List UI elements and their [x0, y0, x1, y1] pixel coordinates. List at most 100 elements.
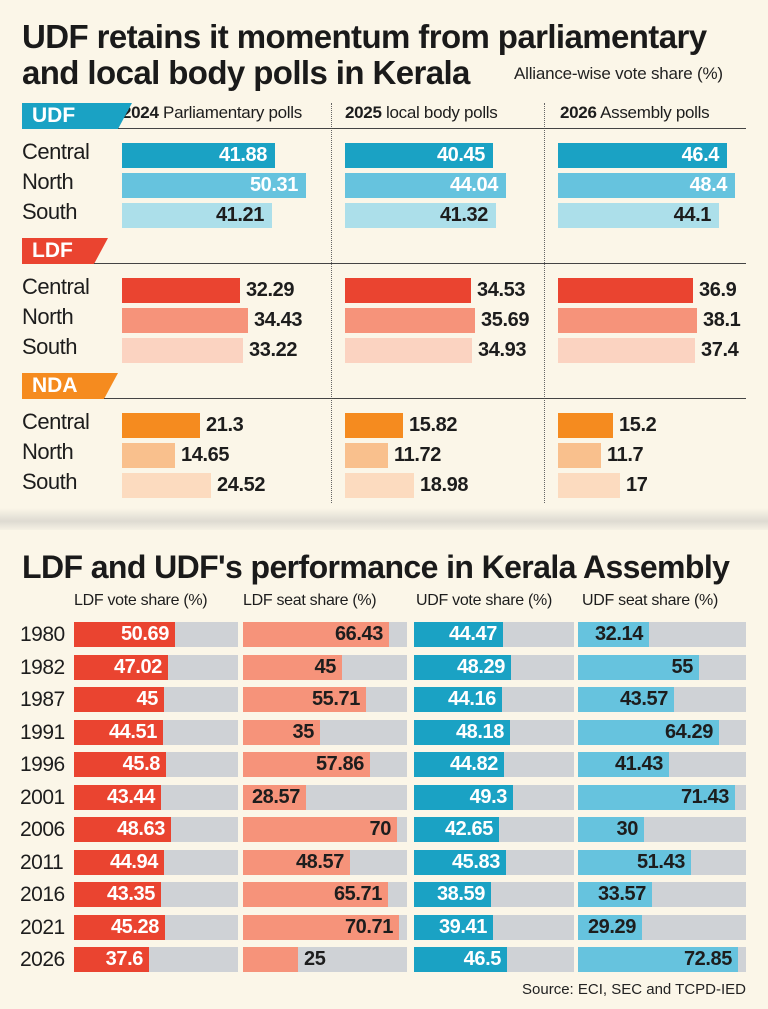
data-label-ldf-seat-share-1987: 55.71	[311, 688, 360, 710]
bar-nda-south-2025	[345, 473, 414, 498]
data-label-udf-seat-share-2001: 71.43	[680, 785, 729, 808]
bar-ldf-seat-share-2026	[243, 947, 298, 972]
data-label-ldf-south-2024: 33.22	[249, 339, 298, 361]
bar-udf-central-2024	[122, 143, 275, 168]
bar-udf-seat-share-1982	[578, 654, 699, 680]
bar-ldf-north-2025	[345, 308, 475, 333]
year-label-1982: 1982	[20, 655, 65, 679]
data-label-ldf-vote-share-2001: 43.44	[106, 785, 155, 808]
year-label-2016: 2016	[20, 883, 65, 906]
bar-nda-central-2024	[122, 413, 200, 438]
data-label-ldf-seat-share-1991: 35	[292, 720, 315, 743]
bar-ldf-seat-share-2021	[243, 914, 399, 940]
data-label-udf-vote-share-2016: 38.59	[436, 883, 485, 905]
bar-ldf-seat-share-1982	[243, 654, 342, 680]
bar-nda-central-2025	[345, 413, 403, 438]
column-separator-1	[331, 103, 332, 503]
row-label-udf-central: Central	[22, 139, 90, 164]
bar-udf-vote-share-2001	[414, 784, 513, 810]
data-label-ldf-vote-share-1996: 45.8	[122, 753, 161, 775]
column-header-2025: 2025 local body polls	[345, 103, 498, 123]
data-label-udf-seat-share-1980: 32.14	[594, 623, 643, 645]
bar-udf-vote-share-2016	[414, 882, 491, 907]
data-label-ldf-vote-share-1982: 47.02	[113, 655, 162, 678]
bar-udf-vote-share-2021	[414, 914, 493, 940]
bar-ldf-seat-share-2006	[243, 817, 397, 842]
data-label-udf-south-2026: 44.1	[673, 204, 712, 226]
bar-udf-seat-share-2006	[578, 817, 644, 842]
data-label-udf-south-2024: 41.21	[215, 204, 264, 226]
column-header-label: Parliamentary polls	[158, 103, 302, 122]
data-label-ldf-seat-share-2006: 70	[369, 818, 392, 840]
bar-nda-north-2025	[345, 443, 388, 468]
bar-udf-south-2026	[558, 203, 719, 228]
data-label-ldf-vote-share-1987: 45	[136, 688, 159, 710]
group-rule-ldf	[94, 263, 746, 264]
data-label-udf-vote-share-2021: 39.41	[438, 915, 487, 938]
bar-nda-south-2026	[558, 473, 620, 498]
source-note: Source: ECI, SEC and TCPD-IED	[522, 981, 746, 998]
data-label-udf-seat-share-1987: 43.57	[619, 688, 668, 710]
bar-udf-north-2024	[122, 173, 306, 198]
bar-ldf-seat-share-2011	[243, 849, 350, 875]
data-label-ldf-seat-share-1996: 57.86	[315, 753, 364, 775]
year-label-1996: 1996	[20, 753, 65, 776]
data-label-ldf-vote-share-2026: 37.6	[105, 948, 144, 970]
bar-udf-seat-share-2001	[578, 784, 735, 810]
bar-udf-central-2026	[558, 143, 727, 168]
bar-udf-vote-share-2006	[414, 817, 499, 842]
bar-udf-seat-share-2021	[578, 914, 642, 940]
bottom-chart-title: LDF and UDF's performance in Kerala Asse…	[22, 549, 730, 585]
data-label-nda-south-2024: 24.52	[217, 474, 266, 496]
column-header-2026: 2026 Assembly polls	[560, 103, 710, 123]
data-label-ldf-central-2026: 36.9	[699, 279, 737, 301]
bar-udf-seat-share-1996	[578, 752, 669, 777]
year-label-1987: 1987	[20, 688, 65, 711]
data-label-udf-seat-share-2016: 33.57	[597, 883, 646, 905]
data-label-ldf-central-2024: 32.29	[246, 279, 295, 301]
data-label-udf-vote-share-2011: 45.83	[451, 850, 500, 873]
bar-ldf-seat-share-1987	[243, 687, 366, 712]
bar-udf-vote-share-1982	[414, 654, 511, 680]
column-header-ldf-vote-share: LDF vote share (%)	[74, 592, 208, 609]
column-header-udf-seat-share: UDF seat share (%)	[582, 592, 718, 609]
bar-udf-vote-share-2026	[414, 947, 507, 972]
year-label-2006: 2006	[20, 818, 65, 841]
data-label-ldf-central-2025: 34.53	[477, 279, 526, 301]
group-rule-nda	[104, 398, 746, 399]
column-header-ldf-seat-share: LDF seat share (%)	[243, 592, 377, 609]
data-label-ldf-seat-share-2016: 65.71	[333, 883, 382, 905]
column-header-year: 2024	[122, 103, 159, 122]
data-label-udf-vote-share-1980: 44.47	[448, 623, 497, 645]
bar-nda-north-2024	[122, 443, 175, 468]
bar-ldf-vote-share-2026	[74, 947, 149, 972]
data-label-udf-seat-share-2006: 30	[616, 818, 639, 840]
bar-udf-seat-share-1991	[578, 719, 719, 745]
data-label-udf-central-2026: 46.4	[681, 144, 720, 166]
data-label-udf-central-2025: 40.45	[436, 144, 485, 166]
bar-ldf-vote-share-1980	[74, 622, 175, 647]
group-rule-udf	[118, 128, 746, 129]
data-label-nda-north-2026: 11.7	[607, 444, 644, 466]
bar-ldf-south-2025	[345, 338, 472, 363]
data-label-udf-seat-share-1996: 41.43	[614, 753, 663, 775]
bar-udf-vote-share-2011	[414, 849, 506, 875]
bar-ldf-vote-share-2016	[74, 882, 161, 907]
row-label-ldf-north: North	[22, 304, 74, 329]
bar-udf-seat-share-1980	[578, 622, 649, 647]
data-label-udf-vote-share-1991: 48.18	[455, 720, 504, 743]
top-chart-title-line2: and local body polls in Kerala	[22, 54, 470, 91]
top-chart-panel: UDF retains it momentum from parliamenta…	[22, 18, 746, 503]
column-separator-2	[544, 103, 545, 503]
data-label-ldf-south-2026: 37.4	[701, 339, 739, 361]
data-label-nda-central-2025: 15.82	[409, 414, 458, 436]
data-label-udf-seat-share-2021: 29.29	[587, 915, 636, 938]
bar-ldf-north-2024	[122, 308, 248, 333]
data-label-ldf-vote-share-1980: 50.69	[120, 623, 169, 645]
bar-udf-seat-share-2016	[578, 882, 652, 907]
data-label-nda-south-2026: 17	[626, 474, 648, 496]
bottom-chart-panel: LDF and UDF's performance in Kerala Asse…	[0, 530, 768, 1009]
column-header-udf-vote-share: UDF vote share (%)	[416, 592, 552, 609]
year-label-2026: 2026	[20, 948, 65, 971]
data-label-ldf-vote-share-2011: 44.94	[109, 850, 158, 873]
